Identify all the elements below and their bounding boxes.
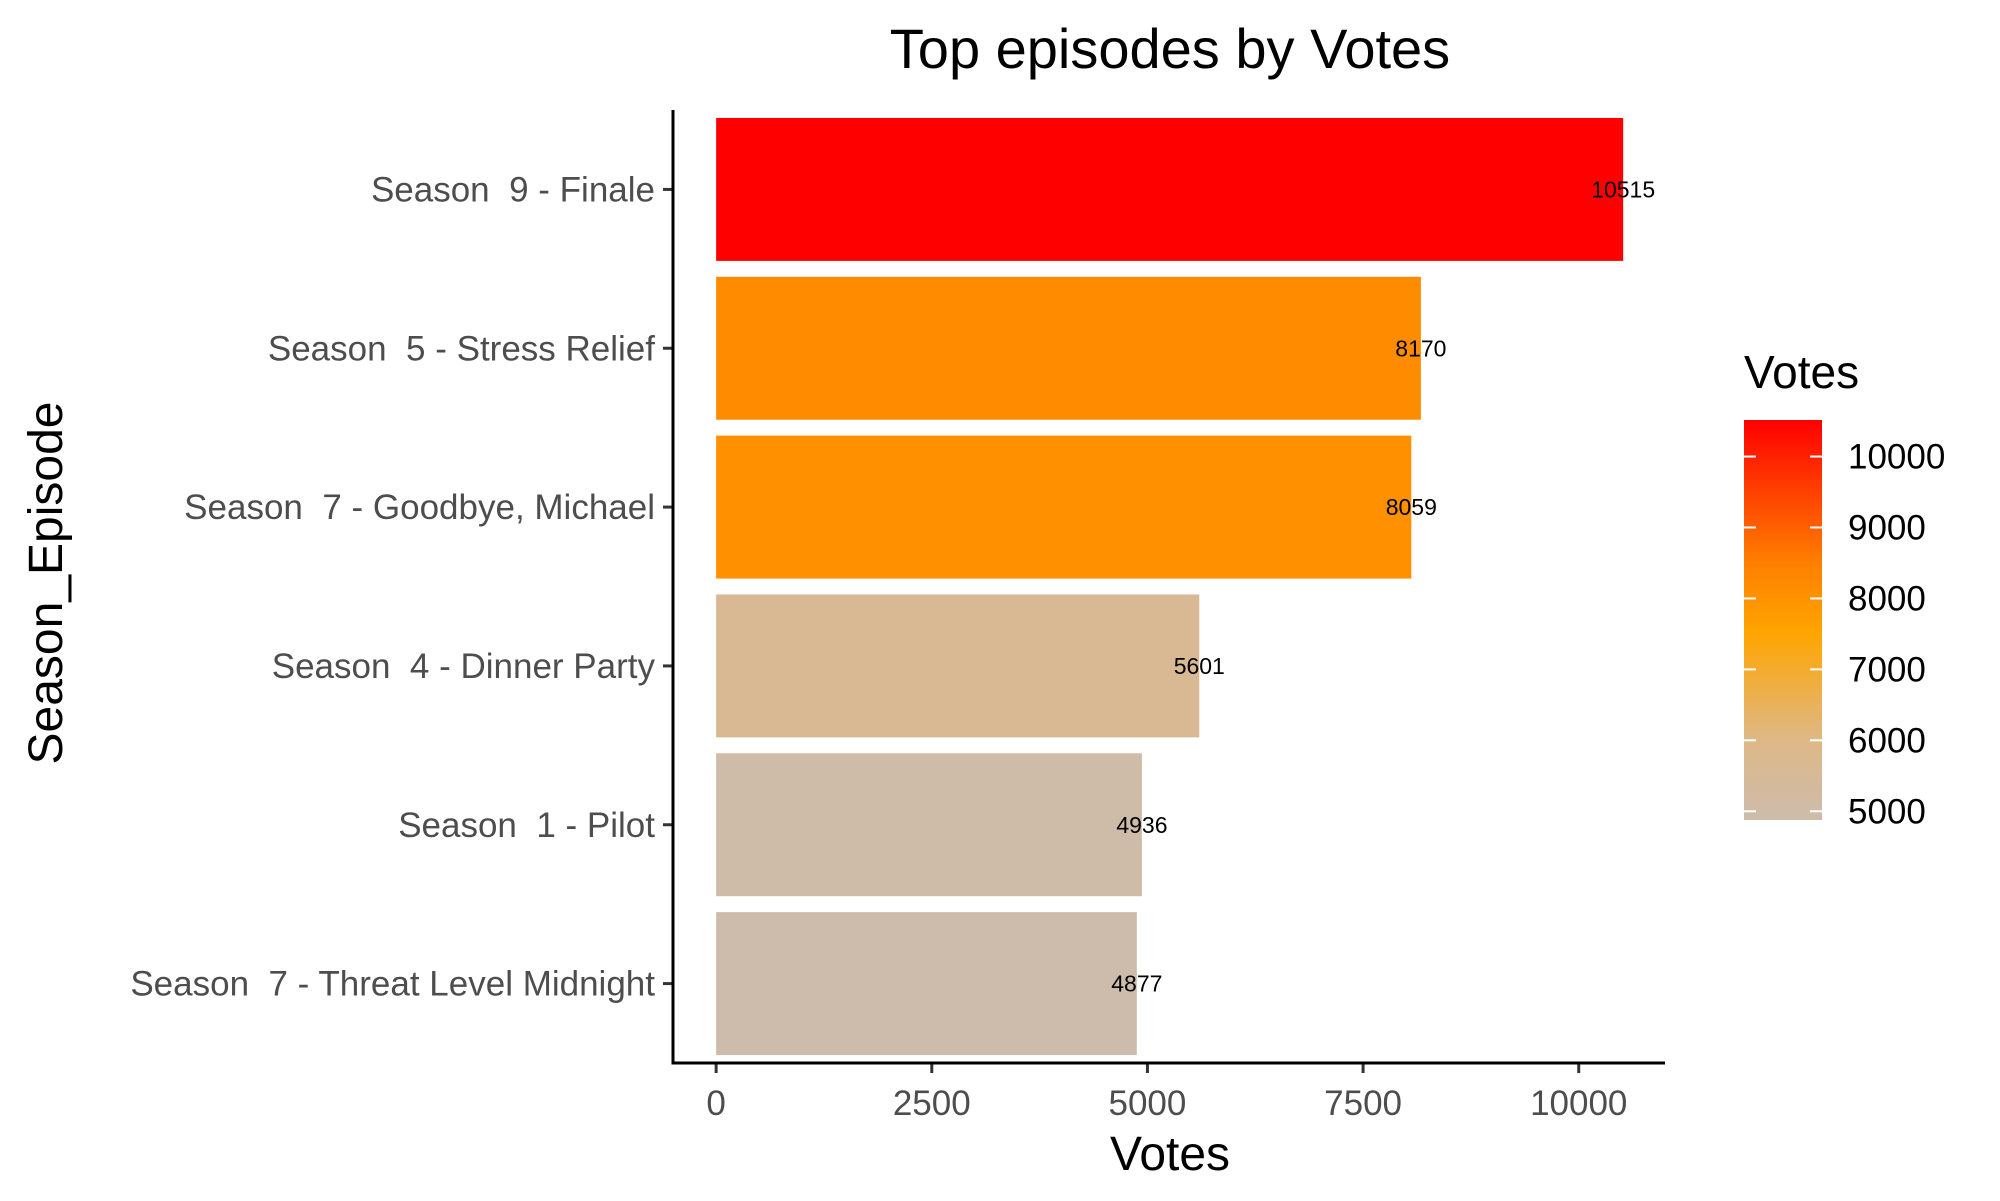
legend-tick-label: 7000 [1848,650,1926,689]
bar [716,594,1200,738]
y-tick-label: Season 4 - Dinner Party [272,647,656,686]
x-tick-label: 5000 [1108,1084,1186,1123]
x-tick-label: 7500 [1324,1084,1402,1123]
y-tick-label: Season 1 - Pilot [398,806,655,845]
bar-value-label: 10515 [1591,176,1655,202]
bar [716,912,1137,1056]
bar [716,276,1421,420]
legend-title: Votes [1744,346,1859,398]
bar [716,117,1624,261]
legend: Votes 5000 6000 7000 8000 9000 10000 [1744,346,1945,831]
legend-colorbar [1744,420,1822,820]
x-axis: 0 2500 5000 7500 10000 [706,1063,1627,1123]
legend-tick-label: 8000 [1848,579,1926,618]
legend-ticks: 5000 6000 7000 8000 9000 10000 [1744,438,1945,831]
y-tick-label: Season 7 - Threat Level Midnight [130,965,655,1004]
x-tick-label: 10000 [1530,1084,1627,1123]
x-axis-title: Votes [1110,1128,1230,1181]
y-axis: Season 9 - Finale Season 5 - Stress Relie… [130,170,673,1004]
y-tick-label: Season 7 - Goodbye, Michael [184,488,655,527]
y-tick-label: Season 5 - Stress Relief [268,329,655,368]
bar-labels-group: 10515 8170 8059 5601 4936 4877 [1111,176,1655,996]
bar-value-label: 4936 [1116,812,1167,838]
chart-title: Top episodes by Votes [890,17,1450,80]
bar [716,435,1412,579]
y-tick-label: Season 9 - Finale [371,170,655,209]
bar-value-label: 8059 [1386,494,1437,520]
x-tick-label: 0 [706,1084,725,1123]
bar [716,753,1142,897]
bars-group [716,117,1624,1056]
bar-value-label: 4877 [1111,971,1162,997]
bar-value-label: 5601 [1174,653,1225,679]
legend-tick-label: 5000 [1848,792,1926,831]
bar-value-label: 8170 [1395,335,1446,361]
y-axis-title: Season_Episode [20,402,73,765]
legend-tick-label: 10000 [1848,438,1945,477]
x-tick-label: 2500 [893,1084,971,1123]
legend-tick-label: 9000 [1848,508,1926,547]
legend-tick-label: 6000 [1848,721,1926,760]
